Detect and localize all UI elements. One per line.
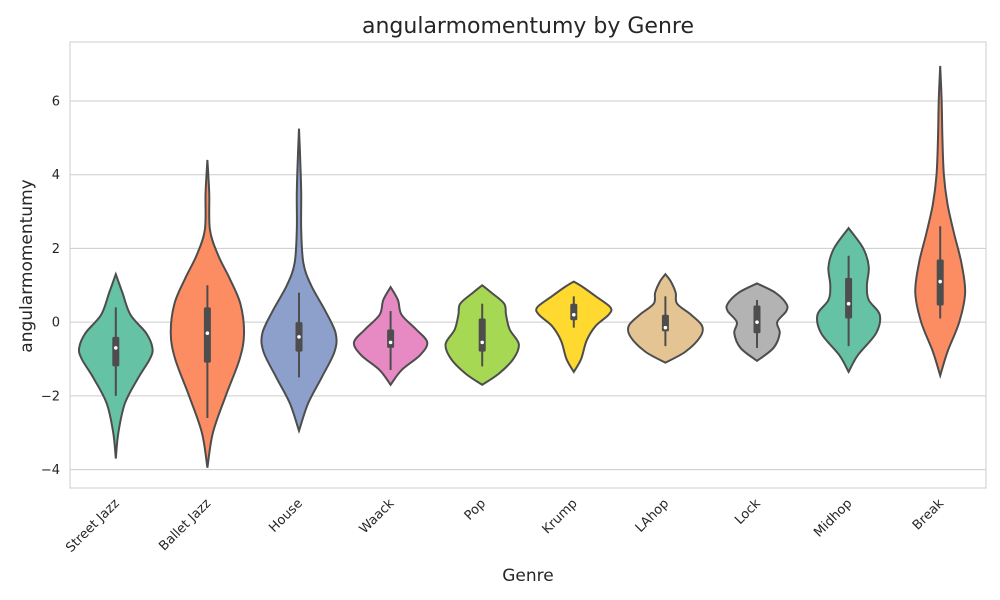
violin-median-dot bbox=[663, 325, 668, 330]
y-tick-label: −4 bbox=[41, 463, 60, 478]
violins bbox=[77, 65, 967, 468]
violin-iqr-box bbox=[661, 314, 669, 332]
violin-median-dot bbox=[114, 346, 118, 350]
y-axis-label: angularmomentumy bbox=[17, 179, 37, 352]
violin-median-dot bbox=[388, 340, 393, 345]
violin-krump bbox=[535, 280, 613, 374]
violin-ballet-jazz bbox=[169, 159, 246, 468]
x-tick-label: Waack bbox=[357, 496, 398, 537]
chart-title: angularmomentumy by Genre bbox=[362, 14, 694, 39]
violin-median-dot bbox=[205, 331, 210, 335]
violin-lock bbox=[725, 282, 789, 363]
x-axis-ticks: Street Jazz Ballet Jazz House Waack Pop Krump… bbox=[63, 496, 947, 556]
violin-iqr-box bbox=[112, 336, 120, 367]
violin-waack bbox=[352, 285, 429, 387]
violin-house bbox=[260, 128, 338, 435]
x-tick-label: Lock bbox=[732, 496, 764, 528]
plot-frame bbox=[69, 41, 987, 489]
x-tick-label: Street Jazz bbox=[63, 496, 123, 556]
violin-iqr-box bbox=[570, 303, 578, 321]
x-tick-label: Ballet Jazz bbox=[156, 496, 214, 554]
y-tick-label: 6 bbox=[52, 94, 60, 109]
violin-median-dot bbox=[572, 312, 576, 317]
violin-lahop bbox=[626, 272, 704, 364]
violin-median-dot bbox=[938, 279, 942, 284]
violin-body bbox=[260, 128, 338, 435]
y-tick-label: −2 bbox=[41, 389, 60, 404]
x-tick-label: Pop bbox=[462, 496, 489, 523]
violin-break bbox=[914, 65, 967, 380]
violin-median-dot bbox=[755, 320, 759, 324]
violin-iqr-box bbox=[478, 318, 486, 352]
y-tick-label: 2 bbox=[52, 242, 60, 257]
violin-iqr-box bbox=[845, 277, 853, 319]
violin-street-jazz bbox=[77, 271, 154, 459]
violin-iqr-box bbox=[203, 307, 211, 363]
violin-pop bbox=[444, 283, 520, 386]
violin-median-dot bbox=[297, 335, 301, 339]
x-tick-label: LAhop bbox=[633, 496, 673, 536]
violin-body bbox=[914, 65, 967, 380]
x-axis-label: Genre bbox=[502, 566, 553, 586]
violin-median-dot bbox=[480, 340, 485, 345]
y-tick-label: 0 bbox=[52, 316, 60, 331]
violin-iqr-box bbox=[387, 329, 395, 348]
y-axis-ticks: −4 −2 0 2 4 6 bbox=[41, 94, 60, 478]
violin-iqr-box bbox=[753, 305, 761, 334]
y-tick-label: 4 bbox=[52, 168, 60, 183]
violin-median-dot bbox=[846, 301, 851, 306]
x-tick-label: Midhop bbox=[811, 496, 855, 540]
x-tick-label: House bbox=[266, 496, 305, 535]
x-tick-label: Break bbox=[910, 496, 947, 533]
x-tick-label: Krump bbox=[540, 496, 581, 537]
violin-midhop bbox=[815, 226, 882, 374]
